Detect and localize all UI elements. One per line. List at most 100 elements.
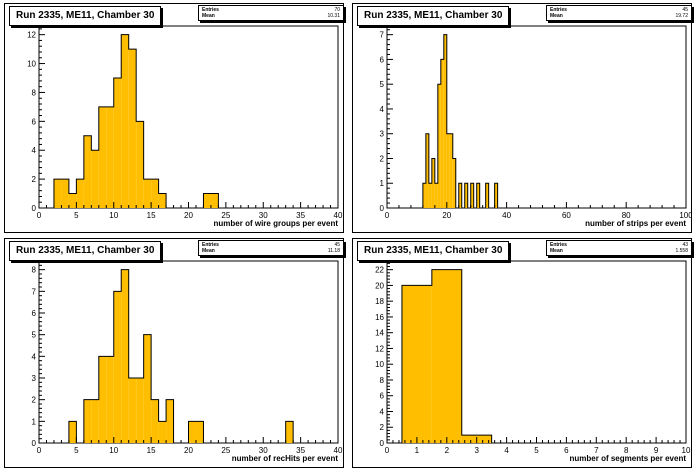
histogram-bar <box>422 183 426 208</box>
histogram-pad-strips: Run 2335, ME11, Chamber 30 Entries 45 Mea… <box>352 3 692 233</box>
histogram-bar <box>470 183 474 208</box>
histogram-bar <box>68 193 77 208</box>
histogram-plot: 0 20 40 60 80 100 0 1 2 3 4 5 6 7 number of strips per… <box>380 25 691 228</box>
histogram-bar <box>158 193 167 208</box>
histogram-bar <box>121 269 129 443</box>
histogram-bar <box>91 150 99 208</box>
histogram-bar <box>53 179 62 208</box>
histogram-bar <box>151 179 159 208</box>
stats-box: Entries 43 Mean 1.558 <box>546 240 692 256</box>
y-tick-label: 16 <box>375 313 384 322</box>
x-axis-label: number of segments per event <box>570 454 687 463</box>
x-tick-label: 4 <box>504 446 509 455</box>
x-tick-label: 0 <box>37 446 42 455</box>
histogram-bar <box>425 133 429 208</box>
stats-value: 45 <box>334 242 340 248</box>
y-tick-label: 10 <box>375 360 384 369</box>
histogram-bar <box>113 291 122 443</box>
y-tick-label: 6 <box>380 392 385 401</box>
y-tick-label: 14 <box>375 329 384 338</box>
x-tick-label: 15 <box>147 211 156 220</box>
x-tick-label: 35 <box>296 446 305 455</box>
y-tick-label: 2 <box>32 396 37 405</box>
y-tick-label: 22 <box>375 266 384 275</box>
y-tick-label: 0 <box>32 439 37 448</box>
histogram-bar <box>121 34 129 209</box>
y-tick-label: 7 <box>32 287 37 296</box>
histogram-bar <box>452 158 456 208</box>
histogram-bar <box>143 334 152 443</box>
x-tick-label: 35 <box>296 211 305 220</box>
y-tick-label: 10 <box>27 60 36 69</box>
histogram-bar <box>106 356 114 443</box>
histogram-bar <box>434 183 438 208</box>
stats-box: Entries 45 Mean 11.18 <box>198 240 344 256</box>
x-tick-label: 5 <box>74 446 79 455</box>
stats-box: Entries 45 Mean 19.72 <box>546 5 692 21</box>
x-tick-label: 7 <box>594 446 599 455</box>
histogram-bar <box>443 34 447 209</box>
x-tick-label: 0 <box>385 446 390 455</box>
stats-value: 70 <box>334 7 340 13</box>
y-tick-label: 4 <box>380 105 385 114</box>
x-tick-label: 10 <box>109 446 118 455</box>
histogram-bar <box>188 421 196 443</box>
stats-label: Mean <box>550 248 563 254</box>
x-tick-label: 25 <box>221 446 230 455</box>
y-tick-label: 0 <box>32 204 37 213</box>
y-tick-label: 18 <box>375 297 384 306</box>
histogram-pad-wire-groups: Run 2335, ME11, Chamber 30 Entries 70 Mea… <box>4 3 344 233</box>
x-tick-label: 0 <box>385 211 390 220</box>
y-tick-label: 8 <box>380 376 385 385</box>
stats-label: Mean <box>202 13 215 19</box>
stats-value: 19.72 <box>675 13 688 19</box>
histogram-bar <box>106 106 114 208</box>
y-tick-label: 1 <box>380 179 385 188</box>
histogram-bar <box>143 179 152 208</box>
x-tick-label: 20 <box>442 211 451 220</box>
histogram-bar <box>494 183 498 208</box>
stats-label: Mean <box>550 13 563 19</box>
y-tick-label: 4 <box>380 407 385 416</box>
x-axis-label: number of strips per event <box>585 219 686 228</box>
x-tick-label: 60 <box>562 211 571 220</box>
histogram-bar <box>401 285 432 443</box>
x-tick-label: 40 <box>334 446 343 455</box>
stats-label: Entries <box>202 7 219 13</box>
histogram-bar <box>458 183 462 208</box>
y-tick-label: 20 <box>375 281 384 290</box>
y-tick-label: 4 <box>32 352 37 361</box>
stats-value: 10.31 <box>327 13 340 19</box>
stats-value: 43 <box>682 242 688 248</box>
histogram-pad-segments: Run 2335, ME11, Chamber 30 Entries 43 Mea… <box>352 238 692 468</box>
histogram-bar <box>431 269 462 443</box>
y-tick-label: 4 <box>32 146 37 155</box>
histogram-pad-rechits: Run 2335, ME11, Chamber 30 Entries 45 Mea… <box>4 238 344 468</box>
x-tick-label: 5 <box>534 446 539 455</box>
x-tick-label: 20 <box>184 446 193 455</box>
histogram-outline <box>422 34 504 209</box>
histogram-plot: 0 5 10 15 20 25 30 35 40 0 2 4 6 8 10 12 number of wire … <box>27 25 343 228</box>
y-tick-label: 2 <box>380 423 385 432</box>
stats-label: Entries <box>550 242 567 248</box>
y-tick-label: 8 <box>32 266 37 275</box>
y-tick-label: 1 <box>32 417 37 426</box>
histogram-bar <box>128 49 137 208</box>
y-tick-label: 6 <box>380 55 385 64</box>
x-tick-label: 30 <box>259 446 268 455</box>
histogram-plot: 0 5 10 15 20 25 30 35 40 0 1 2 3 4 5 6 7 8 number of recHi… <box>32 260 343 463</box>
histogram-bar <box>449 133 453 208</box>
y-tick-label: 6 <box>32 309 37 318</box>
histogram-bar <box>440 59 444 208</box>
histogram-bar <box>485 183 489 208</box>
x-tick-label: 10 <box>682 446 691 455</box>
x-tick-label: 80 <box>622 211 631 220</box>
histogram-bar <box>446 133 450 208</box>
y-tick-label: 2 <box>32 175 37 184</box>
y-tick-label: 0 <box>380 439 385 448</box>
x-tick-label: 2 <box>445 446 450 455</box>
histogram-bar <box>476 183 480 208</box>
histogram-bar <box>166 399 174 443</box>
histogram-bar <box>83 135 92 208</box>
